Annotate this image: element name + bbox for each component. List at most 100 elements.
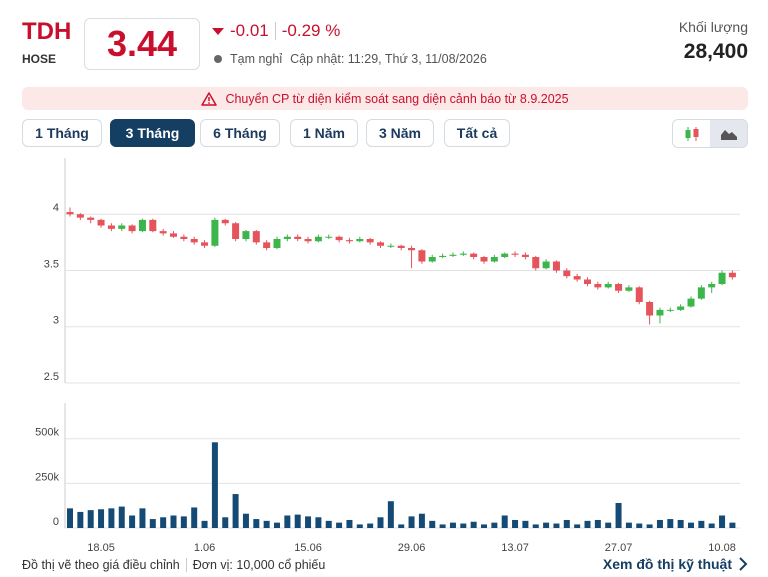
x-tick-label: 27.07 xyxy=(605,542,633,554)
candle-body xyxy=(542,261,550,269)
volume-bar xyxy=(315,517,322,528)
candle-body xyxy=(490,257,498,262)
status-dot xyxy=(214,55,222,63)
candle-body xyxy=(708,284,716,288)
candle-body xyxy=(397,245,405,248)
candle-body xyxy=(159,231,167,234)
volume-bar xyxy=(139,508,146,528)
volume-bar xyxy=(87,510,94,528)
volume-bar xyxy=(108,508,115,528)
volume-bar xyxy=(429,520,436,528)
tab[interactable]: 3 Tháng xyxy=(110,119,195,147)
candle-body xyxy=(97,219,105,226)
volume-bar xyxy=(387,501,394,528)
candle-body xyxy=(511,253,519,255)
tab[interactable]: 1 Năm xyxy=(290,119,358,147)
y-tick-label: 500k xyxy=(35,427,59,439)
volume-bar xyxy=(336,522,343,528)
volume-bar xyxy=(211,442,218,528)
separator xyxy=(274,22,276,40)
candle-body xyxy=(573,276,581,280)
volume-bar xyxy=(346,519,353,528)
volume-bar xyxy=(594,519,601,528)
candle-body xyxy=(118,225,126,229)
volume-bar xyxy=(408,516,415,528)
volume-bar xyxy=(367,523,374,528)
candle-body xyxy=(232,223,240,239)
change: -0.01 xyxy=(230,21,269,40)
candle-body xyxy=(594,284,602,288)
separator xyxy=(185,558,187,572)
volume-bar xyxy=(77,511,84,528)
x-tick-label: 18.05 xyxy=(87,542,115,554)
volume-bar xyxy=(615,503,622,528)
volume-label: Khối lượng xyxy=(678,19,748,35)
volume-bar xyxy=(418,513,425,528)
candle-body xyxy=(149,219,157,232)
tab[interactable]: Tất cả xyxy=(444,119,510,147)
candle-body xyxy=(356,239,364,242)
x-tick-label: 29.06 xyxy=(398,542,426,554)
change-percent: -0.29 % xyxy=(281,21,341,40)
y-tick-label: 2.5 xyxy=(44,371,59,383)
candle-body xyxy=(335,236,343,241)
volume-bar xyxy=(636,523,643,528)
candle-body xyxy=(439,255,447,257)
candle-icon xyxy=(685,126,698,141)
volume-bar xyxy=(543,522,550,528)
down-arrow xyxy=(212,27,224,35)
volume-bar xyxy=(512,519,519,528)
volume-bar xyxy=(356,524,363,528)
volume-bar xyxy=(222,517,229,528)
tab[interactable]: 6 Tháng xyxy=(200,119,280,147)
candle-body xyxy=(635,287,643,302)
volume-bar xyxy=(274,522,280,528)
candle-body xyxy=(552,261,560,271)
volume-bar xyxy=(98,509,105,528)
candle-body xyxy=(646,302,654,316)
candle-body xyxy=(170,233,177,237)
candle-body xyxy=(459,253,467,255)
candle-body xyxy=(428,257,436,262)
candle-body xyxy=(87,217,95,220)
candle-body xyxy=(128,225,136,232)
y-tick-label: 3 xyxy=(53,315,59,327)
candle-body xyxy=(501,253,509,257)
candle-body xyxy=(387,245,395,247)
volume-bar xyxy=(501,515,508,528)
volume-bar xyxy=(481,524,487,528)
tab[interactable]: 3 Năm xyxy=(366,119,434,147)
change-group: -0.01 -0.29 % xyxy=(212,21,340,41)
exchange: HOSE xyxy=(22,52,57,66)
candle-body xyxy=(294,236,302,239)
candle-body xyxy=(470,253,478,257)
price: 3.44 xyxy=(84,18,200,70)
candle-body xyxy=(211,219,219,246)
candle-body xyxy=(283,236,291,239)
candle-body xyxy=(656,309,664,316)
area-toggle[interactable] xyxy=(710,120,747,147)
x-tick-label: 15.06 xyxy=(294,542,322,554)
volume-bar xyxy=(522,520,529,528)
candle-body xyxy=(138,219,146,232)
candle-body xyxy=(480,257,488,262)
volume-bar xyxy=(191,507,198,528)
candle-toggle[interactable] xyxy=(673,120,710,147)
technical-link[interactable]: Xem đồ thị kỹ thuật xyxy=(603,556,748,572)
volume-bar xyxy=(449,522,456,528)
technical-link-text[interactable]: Xem đồ thị kỹ thuật xyxy=(602,556,732,572)
candle-body xyxy=(201,242,209,246)
volume-bar xyxy=(532,524,539,528)
candle-body xyxy=(221,219,229,224)
candle-body xyxy=(728,272,736,278)
symbol: TDH xyxy=(22,18,72,45)
volume-bar xyxy=(677,519,684,528)
x-tick-label: 1.06 xyxy=(194,542,215,554)
candle-body xyxy=(190,239,198,243)
candle-body xyxy=(521,254,529,257)
area-icon xyxy=(720,129,737,140)
volume-bar xyxy=(574,524,581,528)
candle-body xyxy=(677,306,685,310)
tab[interactable]: 1 Tháng xyxy=(22,119,102,147)
